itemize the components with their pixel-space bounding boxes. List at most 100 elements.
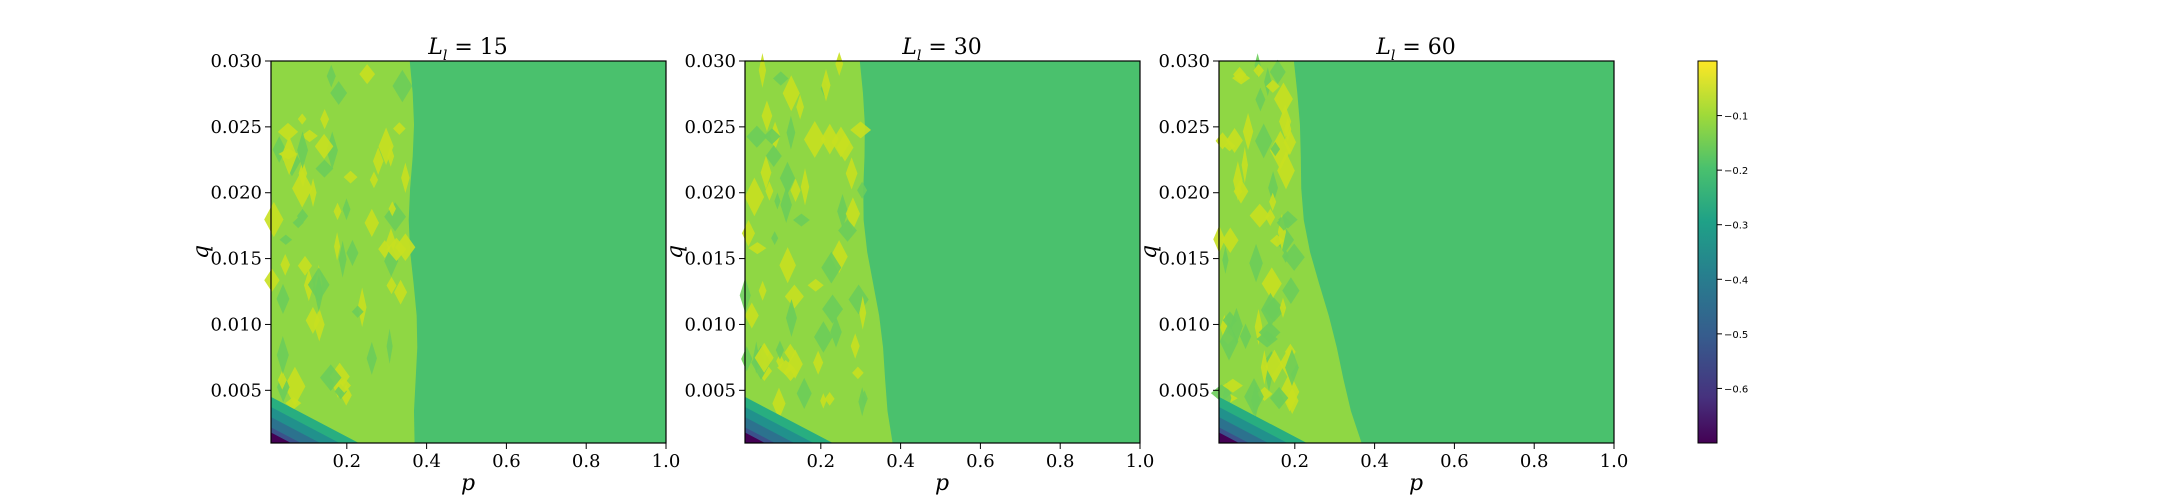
- contour-patch: [1239, 323, 1252, 350]
- contour-panel-1: 0.2 0.4 0.6 0.8 1.0 0.005 0.010 0.015 0.020 0.02…: [189, 35, 680, 496]
- contour-patch: [800, 168, 810, 206]
- contour-patch: [1268, 171, 1278, 205]
- contour-patch: [744, 177, 765, 217]
- contour-patch: [790, 178, 801, 202]
- contour-patch: [1222, 227, 1239, 253]
- contour-patch: [284, 366, 306, 406]
- contour-patch: [754, 342, 774, 373]
- y-tick-label: 0.030: [1158, 51, 1210, 72]
- contour-patch: [850, 333, 860, 359]
- contour-patch: [401, 162, 410, 193]
- x-tick-label: 0.8: [572, 451, 601, 472]
- x-axis-label: p: [935, 471, 949, 496]
- contour-patch: [264, 268, 280, 292]
- colorbar: −0.1 −0.2 −0.3 −0.4 −0.5 −0.6: [1697, 60, 1748, 444]
- contour-patch: [315, 159, 334, 178]
- contour-patch: [763, 128, 781, 145]
- contour-patch: [1276, 214, 1291, 231]
- y-tick-label: 0.025: [684, 117, 736, 138]
- colorbar-gradient: [1697, 60, 1718, 444]
- contour-patch: [748, 242, 767, 255]
- contour-patch: [280, 253, 291, 276]
- y-tick-label: 0.015: [1158, 249, 1210, 270]
- contour-patch: [292, 217, 304, 229]
- contour-patch: [774, 192, 781, 210]
- contour-patch: [824, 392, 835, 406]
- contour-patch: [326, 131, 338, 170]
- contour-patch: [785, 299, 797, 337]
- contour-patch: [1283, 129, 1297, 156]
- contour-patch: [351, 305, 364, 318]
- x-tick-label: 0.2: [332, 451, 361, 472]
- contour-patch: [1241, 146, 1248, 184]
- contour-panel-2: 0.2 0.4 0.6 0.8 1.0 0.005 0.010 0.015 0.020 0.02…: [663, 35, 1154, 496]
- contour-patch: [342, 198, 351, 221]
- contour-patch: [837, 194, 848, 229]
- y-tick-label: 0.020: [1158, 183, 1210, 204]
- contour-patch: [813, 350, 824, 375]
- contour-patch: [1269, 59, 1286, 85]
- contour-patch: [796, 377, 812, 410]
- contour-plot-area: [739, 51, 1140, 443]
- y-axis: 0.005 0.010 0.015 0.020 0.025 0.030: [684, 51, 745, 401]
- contour-patch: [393, 122, 406, 135]
- contour-patch: [1285, 387, 1299, 414]
- contour-patch: [772, 387, 786, 420]
- contour-patch: [301, 129, 318, 143]
- contour-patch: [357, 287, 367, 328]
- contour-patch: [394, 279, 408, 305]
- contour-patch: [835, 51, 844, 77]
- contour-patch: [378, 127, 394, 165]
- contour-patch: [771, 231, 779, 245]
- y-axis: 0.005 0.010 0.015 0.020 0.025 0.030: [1158, 51, 1219, 401]
- contour-patch: [772, 71, 789, 86]
- x-axis-label: p: [461, 471, 475, 496]
- contour-patch: [793, 213, 810, 227]
- contour-patch: [307, 267, 330, 302]
- contour-patch: [1277, 213, 1287, 251]
- contour-patch: [369, 171, 379, 189]
- x-axis: 0.2 0.4 0.6 0.8 1.0: [332, 443, 680, 472]
- contour-patch: [1255, 87, 1266, 112]
- contour-patch: [804, 121, 826, 158]
- contour-patch: [1253, 63, 1264, 78]
- contour-patch: [334, 232, 341, 261]
- x-tick-label: 1.0: [652, 451, 681, 472]
- y-tick-label: 0.010: [684, 314, 736, 335]
- contour-patch: [741, 346, 753, 372]
- colorbar-ticks: −0.1 −0.2 −0.3 −0.4 −0.5 −0.6: [1717, 112, 1748, 395]
- contour-patch: [338, 240, 347, 278]
- contour-patch: [319, 364, 342, 391]
- x-tick-label: 0.6: [1440, 451, 1469, 472]
- contour-patch: [297, 131, 309, 169]
- contour-patch: [330, 81, 348, 105]
- contour-patch: [384, 202, 407, 232]
- contour-patch: [1265, 364, 1272, 392]
- contour-patch: [845, 157, 858, 190]
- contour-patch: [1233, 66, 1247, 83]
- contour-patch: [1222, 378, 1243, 393]
- contour-patch: [857, 181, 868, 199]
- contour-patch: [1251, 382, 1260, 418]
- contour-corner-min: [1219, 432, 1239, 443]
- contour-plot-area: [1210, 53, 1614, 443]
- contour-patch: [780, 186, 792, 223]
- y-tick-label: 0.010: [1158, 314, 1210, 335]
- contour-patch: [852, 366, 864, 380]
- contour-patch: [1219, 322, 1239, 361]
- contour-patch: [1233, 161, 1243, 201]
- contour-patch: [765, 181, 774, 201]
- contour-patch: [1255, 123, 1273, 159]
- x-axis: 0.2 0.4 0.6 0.8 1.0: [1280, 443, 1628, 472]
- contour-patch: [821, 251, 842, 284]
- x-axis-label: p: [1409, 471, 1423, 496]
- contour-patch: [822, 294, 844, 324]
- contour-patch: [786, 115, 796, 150]
- x-tick-label: 0.8: [1046, 451, 1075, 472]
- contour-patch: [386, 237, 407, 262]
- contour-patch: [1265, 79, 1280, 93]
- contour-patch: [1242, 112, 1254, 151]
- contour-patch: [761, 100, 773, 132]
- contour-patch: [343, 170, 358, 184]
- contour-patch: [830, 316, 842, 348]
